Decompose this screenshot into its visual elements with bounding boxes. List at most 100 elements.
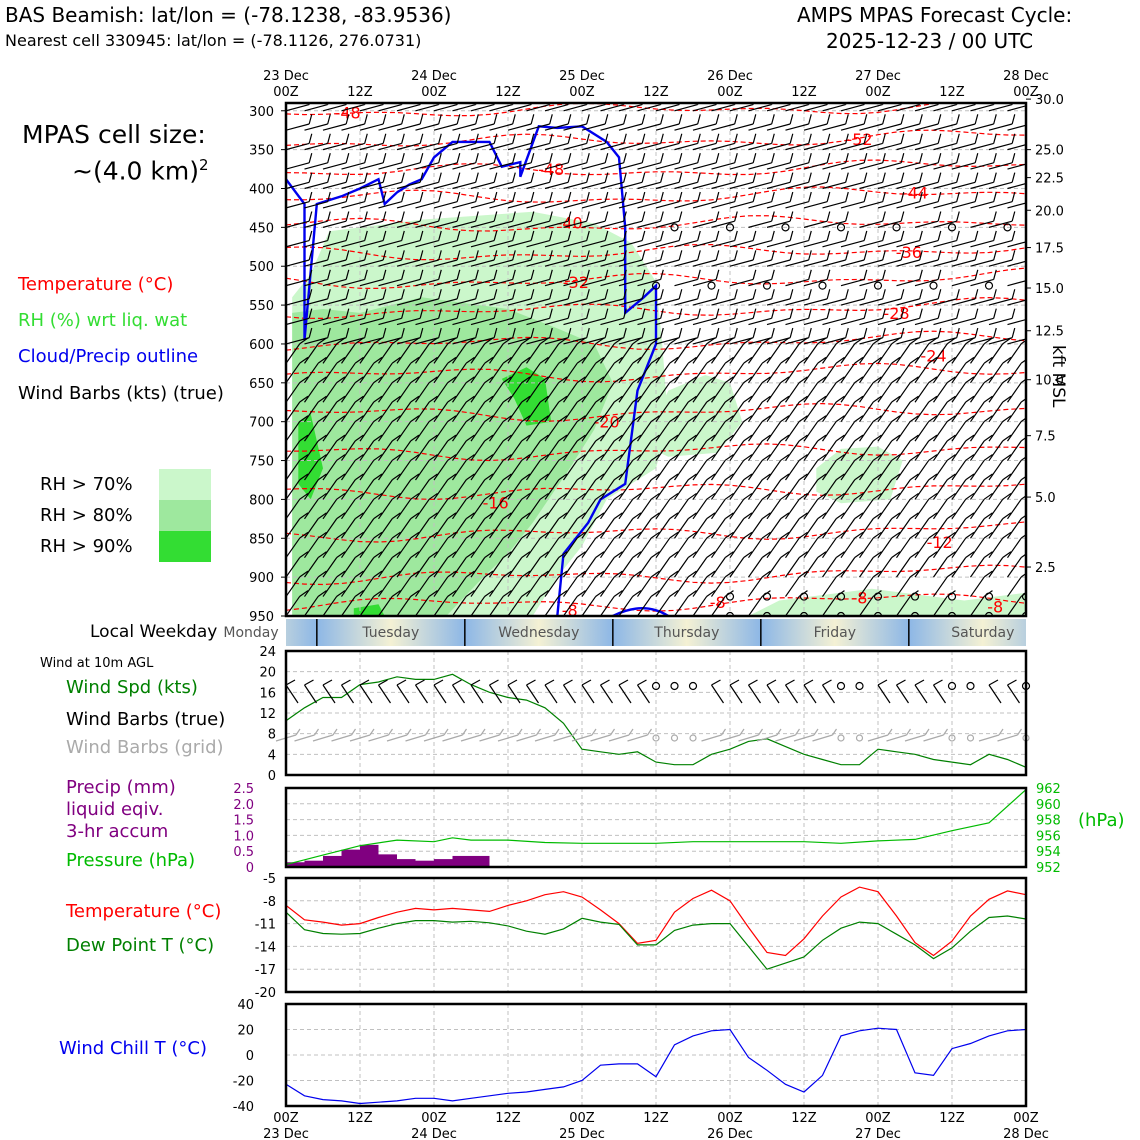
wind-barb-shaft — [933, 498, 948, 520]
wind-barb-shaft — [1007, 105, 1026, 112]
wind-barb-shaft — [600, 181, 624, 190]
wind-barb-shaft — [433, 382, 449, 403]
wind-barb — [1025, 323, 1026, 325]
sfc-wind-barb — [618, 679, 632, 704]
wind-barb — [692, 289, 720, 306]
sfc-wind-barb — [803, 679, 817, 704]
wind-barb-feather — [956, 289, 960, 300]
wind-barb — [785, 492, 808, 520]
wind-barb-feather — [539, 551, 549, 558]
wind-barb-shaft — [970, 220, 994, 228]
wind-barb-shaft — [452, 479, 467, 500]
wind-barb-shaft — [655, 240, 680, 248]
wind-barb — [581, 250, 609, 267]
wind-barb-feather — [946, 531, 956, 539]
calm-wind-marker — [855, 681, 864, 691]
wind-barb — [859, 191, 886, 209]
wind-barb-feather — [715, 191, 720, 202]
wind-barb-shaft — [304, 595, 319, 616]
wind-barb-shaft — [563, 220, 587, 228]
wind-barb-shaft — [951, 401, 967, 423]
wind-barb — [378, 133, 405, 151]
wind-barb-shaft — [933, 343, 948, 364]
barb-feather — [388, 728, 393, 736]
wind-barb-feather — [539, 473, 549, 481]
wind-barb-feather — [761, 551, 771, 558]
wind-barb-shaft — [914, 401, 930, 423]
wind-barb-shaft — [507, 162, 532, 170]
wind-barb-shaft — [341, 240, 365, 248]
wind-barb-feather — [354, 376, 364, 384]
temp-tick-label: -8 — [263, 895, 276, 910]
sfc-wind-barb — [378, 679, 391, 704]
wind-barb — [877, 337, 901, 364]
wind-barb — [396, 103, 422, 112]
wind-barb — [785, 395, 808, 423]
barb-shaft — [470, 684, 484, 704]
wind-barb — [933, 191, 960, 209]
wind-barb — [933, 434, 956, 461]
wind-barb — [470, 172, 498, 190]
wind-barb-shaft — [840, 537, 856, 559]
wind-barb — [600, 172, 627, 190]
wind-barb-shaft — [452, 240, 476, 248]
wind-barb-shaft — [785, 362, 800, 384]
wind-barb — [507, 434, 531, 461]
wind-barb-feather — [558, 415, 568, 422]
wind-barb-feather — [641, 172, 646, 183]
wind-barb — [896, 395, 919, 423]
wind-barb — [785, 356, 808, 384]
wind-barb-feather — [364, 250, 368, 261]
wind-barb-shaft — [766, 440, 782, 461]
wind-barb-shaft — [711, 362, 726, 384]
wind-barb-feather — [669, 590, 679, 597]
wind-barb-feather — [715, 230, 720, 241]
wind-barb-feather — [761, 492, 771, 500]
wind-barb-shaft — [729, 537, 745, 559]
wind-barb-shaft — [563, 343, 578, 364]
wind-barb-shaft — [859, 220, 883, 228]
wind-barb-shaft — [359, 337, 384, 345]
wind-barb-feather — [1011, 230, 1016, 241]
wind-barb-shaft — [600, 362, 615, 384]
wind-barb — [452, 191, 479, 209]
wind-barb-feather — [475, 250, 479, 261]
wind-barb — [618, 114, 646, 131]
wind-barb-shaft — [988, 240, 1013, 248]
wind-barb-shaft — [526, 162, 550, 170]
barb-shaft — [322, 684, 336, 704]
wind-barb — [748, 191, 775, 209]
wind-barb — [452, 395, 475, 423]
wind-barb-shaft — [322, 278, 347, 287]
wind-barb — [618, 337, 642, 364]
wind-barb-shaft — [803, 142, 828, 151]
wind-barb — [341, 172, 368, 190]
wind-barb-shaft — [415, 362, 430, 384]
wind-barb-feather — [336, 473, 346, 481]
wind-barb-shaft — [1007, 498, 1022, 520]
sfc-wind-barb — [729, 679, 743, 704]
wind-barb-shaft — [896, 278, 920, 287]
wind-barb-feather — [391, 415, 401, 422]
wind-barb-feather — [299, 454, 309, 461]
wind-tick-label: 16 — [259, 686, 276, 701]
wind-barb-feather — [391, 551, 401, 558]
wind-barb-feather — [808, 133, 812, 144]
wind-barb-feather — [715, 327, 720, 338]
isotherm-label: -8 — [987, 598, 1003, 617]
wind-barb-shaft — [951, 240, 976, 248]
wind-barb-shaft — [988, 479, 1004, 500]
wind-barb — [729, 153, 757, 170]
wind-barb-shaft — [507, 123, 532, 131]
wind-barb-feather — [669, 376, 679, 384]
wind-barb-shaft — [415, 181, 439, 190]
wind-barb-shaft — [304, 103, 328, 112]
wind-barb-feather — [521, 570, 531, 578]
wind-barb-feather — [1031, 192, 1034, 202]
wind-barb-feather — [521, 434, 531, 442]
wind-barb-shaft — [896, 201, 920, 209]
wind-barb-feather — [382, 230, 387, 241]
wind-barb-feather — [521, 415, 531, 422]
rh70-region — [643, 375, 743, 457]
wind-barb-feather — [882, 308, 886, 319]
